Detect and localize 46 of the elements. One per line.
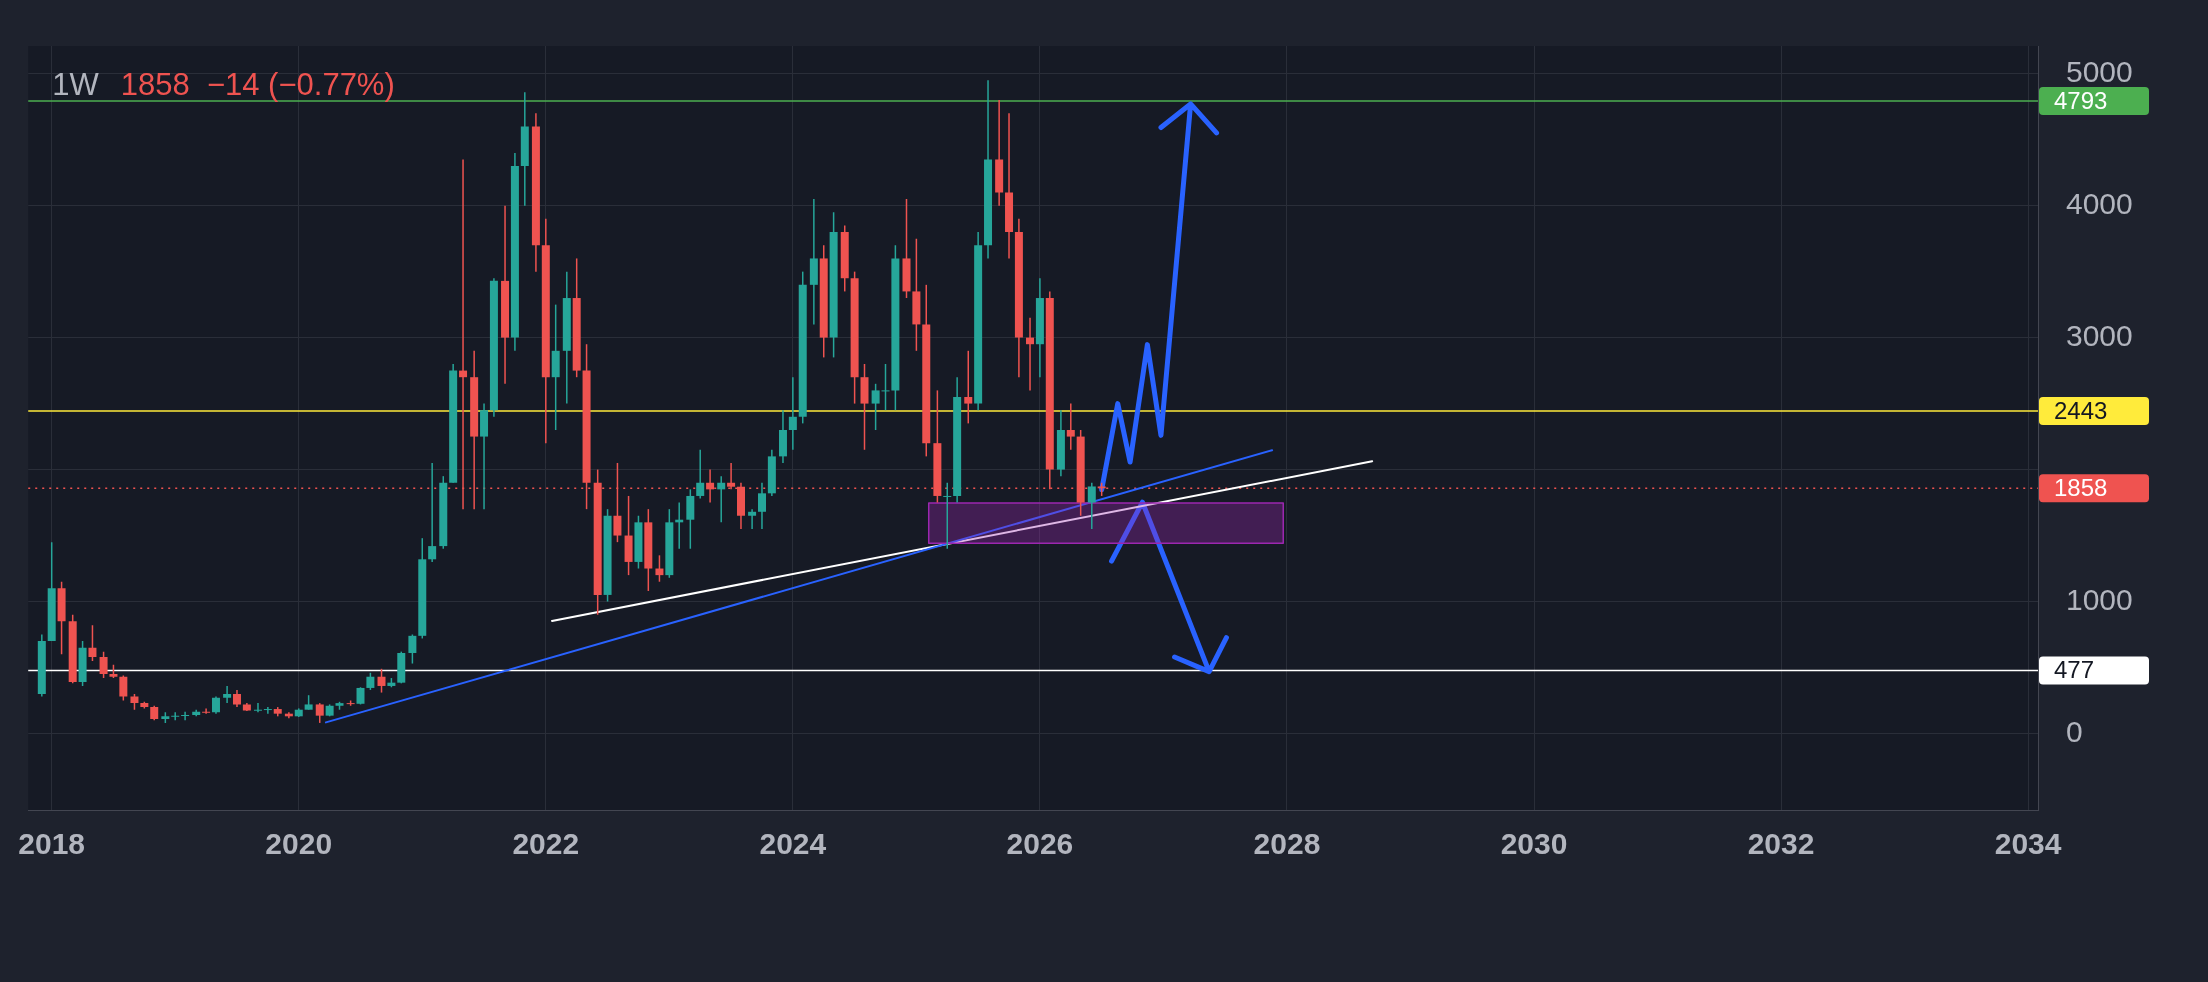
y-tick-label: 3000 (2066, 318, 2133, 352)
x-tick-label: 2028 (1253, 827, 1321, 861)
candlestick (717, 475, 726, 524)
candlestick (202, 707, 211, 715)
text: 1858 −14 (−0.77%) (120, 66, 395, 102)
candlestick (943, 482, 952, 550)
candlestick (964, 350, 973, 425)
candlestick (696, 449, 705, 500)
x-tick-label: 2026 (1006, 827, 1074, 861)
candlestick (1066, 402, 1075, 451)
candlestick (686, 488, 695, 550)
ref-line-label: 1858 (2054, 473, 2108, 501)
x-tick-label: 2020 (265, 827, 333, 861)
ref-line-label: 4793 (2054, 86, 2108, 114)
y-tick-label: 5000 (2066, 54, 2133, 88)
x-tick-label: 2032 (1747, 827, 1815, 861)
x-tick-label: 2022 (512, 827, 580, 861)
candlestick (181, 710, 190, 722)
x-tick-label: 2024 (759, 827, 827, 861)
candlestick (263, 706, 272, 715)
x-tick-label: 2030 (1500, 827, 1568, 861)
candlestick (223, 685, 232, 704)
x-tick-label: 2018 (18, 827, 86, 861)
ref-line-label: 477 (2054, 656, 2095, 684)
ref-line-label: 2443 (2054, 396, 2108, 424)
candlestick (253, 702, 262, 714)
candlestick (408, 633, 417, 665)
candlestick (428, 462, 437, 563)
candlestick (1026, 317, 1035, 392)
candlestick (757, 482, 766, 530)
candlestick (788, 376, 797, 451)
y-tick-label: 4000 (2066, 186, 2133, 220)
x-tick-label: 2034 (1994, 827, 2062, 861)
y-tick-label: 1000 (2066, 582, 2133, 616)
y-tick-label: 0 (2066, 714, 2083, 748)
candlestick (1087, 482, 1096, 530)
candlestick (88, 624, 97, 662)
candlestick (99, 650, 108, 679)
candlestick (655, 554, 664, 583)
candlestick (171, 711, 180, 722)
candlestick (315, 702, 324, 724)
candlestick (119, 674, 128, 702)
text: 1W (52, 66, 100, 102)
candlestick (748, 508, 757, 530)
candlestick (377, 668, 386, 694)
candlestick (459, 158, 468, 510)
